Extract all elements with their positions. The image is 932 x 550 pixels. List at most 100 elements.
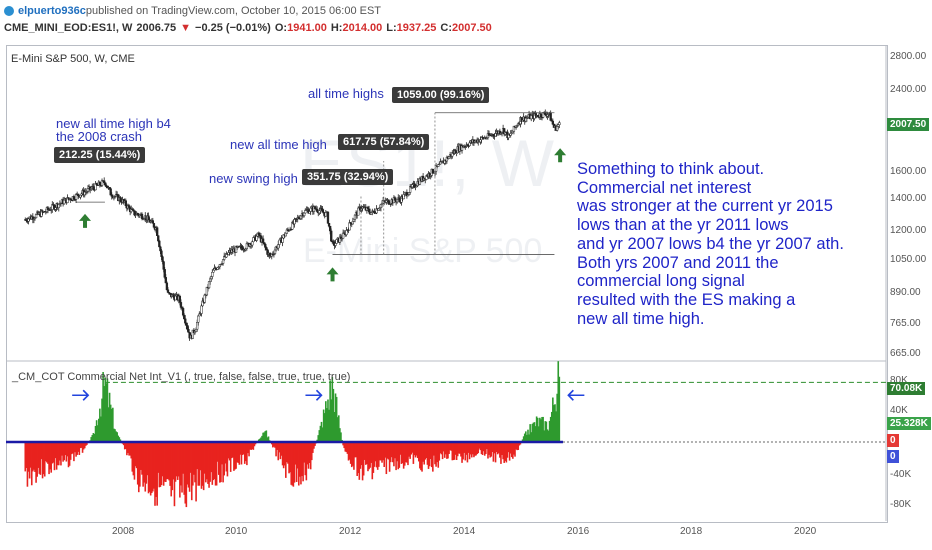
histogram-bar-negative bbox=[466, 442, 469, 463]
histogram-bar-negative bbox=[367, 442, 369, 472]
histogram-bar-negative bbox=[382, 442, 384, 461]
candle-down bbox=[164, 277, 167, 284]
histogram-bar-negative bbox=[345, 442, 348, 453]
histogram-bar-negative bbox=[510, 442, 513, 458]
candle-up bbox=[54, 207, 57, 210]
candle-up bbox=[303, 212, 306, 216]
histogram-bar-positive bbox=[317, 435, 320, 442]
note-line: commercial long signal bbox=[577, 272, 745, 291]
histogram-bar-negative bbox=[353, 442, 355, 470]
histogram-bar-negative bbox=[451, 442, 454, 461]
histogram-bar-negative bbox=[434, 442, 436, 465]
candle-down bbox=[179, 302, 183, 308]
candle-up bbox=[216, 267, 219, 270]
histogram-bar-negative bbox=[238, 442, 241, 465]
histogram-bar-positive bbox=[549, 416, 552, 442]
histogram-bar-negative bbox=[469, 442, 472, 455]
histogram-bar-positive bbox=[546, 429, 549, 442]
histogram-bar-negative bbox=[299, 442, 301, 477]
candle-up bbox=[494, 133, 497, 137]
candle-up bbox=[479, 139, 482, 143]
candle-down bbox=[151, 220, 154, 224]
candle-up bbox=[207, 281, 211, 289]
low-label: L: bbox=[386, 22, 397, 34]
histogram-bar-negative bbox=[437, 442, 440, 468]
histogram-bar-negative bbox=[200, 442, 203, 489]
histogram-bar-negative bbox=[377, 442, 380, 467]
histogram-bar-negative bbox=[448, 442, 450, 454]
symbol-label[interactable]: CME_MINI_EOD:ES1!, W bbox=[4, 22, 133, 34]
histogram-bar-negative bbox=[37, 442, 40, 468]
histogram-bar-negative bbox=[446, 442, 448, 459]
histogram-bar-negative bbox=[215, 442, 218, 486]
histogram-bar-negative bbox=[487, 442, 489, 459]
histogram-bar-negative bbox=[488, 442, 490, 455]
histogram-bar-negative bbox=[398, 442, 401, 468]
histogram-bar-negative bbox=[125, 442, 127, 450]
histogram-bar-negative bbox=[306, 442, 309, 465]
high-label: H: bbox=[330, 22, 343, 34]
histogram-bar-negative bbox=[363, 442, 366, 460]
histogram-bar-negative bbox=[144, 442, 147, 492]
indicator-badge-top: 70.08K bbox=[887, 382, 926, 395]
histogram-bar-negative bbox=[384, 442, 387, 458]
candle-up bbox=[174, 295, 177, 301]
candle-up bbox=[318, 210, 321, 214]
histogram-bar-positive bbox=[328, 409, 330, 442]
candle-down bbox=[156, 227, 159, 236]
histogram-bar-negative bbox=[518, 442, 521, 446]
histogram-bar-negative bbox=[473, 442, 475, 458]
histogram-bar-negative bbox=[371, 442, 374, 480]
candle-up bbox=[273, 249, 277, 254]
histogram-bar-negative bbox=[64, 442, 67, 456]
histogram-bar-negative bbox=[250, 442, 253, 450]
histogram-bar-positive bbox=[535, 416, 538, 442]
histogram-bar-negative bbox=[344, 442, 347, 452]
histogram-bar-negative bbox=[453, 442, 456, 460]
histogram-bar-negative bbox=[290, 442, 293, 485]
candle-up bbox=[34, 214, 38, 219]
candle-up bbox=[357, 207, 360, 216]
histogram-bar-negative bbox=[427, 442, 430, 469]
histogram-bar-negative bbox=[313, 442, 315, 449]
candle-up bbox=[27, 218, 30, 222]
histogram-bar-positive bbox=[534, 426, 537, 442]
histogram-bar-positive bbox=[94, 425, 97, 442]
histogram-bar-negative bbox=[291, 442, 294, 486]
histogram-bar-negative bbox=[160, 442, 163, 486]
histogram-bar-negative bbox=[72, 442, 74, 454]
histogram-bar-negative bbox=[504, 442, 507, 461]
histogram-bar-negative bbox=[24, 442, 27, 472]
commentary-note: Something to think about. Commercial net… bbox=[577, 160, 844, 328]
candle-up bbox=[308, 211, 311, 214]
histogram-bar-negative bbox=[439, 442, 442, 454]
histogram-bar-negative bbox=[223, 442, 225, 476]
histogram-bar-positive bbox=[329, 380, 331, 442]
candle-up bbox=[345, 230, 348, 236]
histogram-bar-negative bbox=[472, 442, 474, 455]
candle-down bbox=[133, 210, 136, 216]
histogram-bar-negative bbox=[459, 442, 461, 454]
histogram-bar-negative bbox=[310, 442, 313, 461]
histogram-bar-negative bbox=[175, 442, 178, 477]
histogram-bar-negative bbox=[474, 442, 476, 456]
histogram-bar-negative bbox=[463, 442, 465, 453]
annotation-new-ath: new all time high bbox=[230, 137, 327, 152]
histogram-bar-negative bbox=[428, 442, 431, 467]
histogram-bar-positive bbox=[339, 428, 341, 442]
histogram-bar-negative bbox=[370, 442, 373, 463]
histogram-bar-negative bbox=[247, 442, 249, 454]
histogram-bar-negative bbox=[380, 442, 382, 461]
candle-down bbox=[165, 282, 169, 291]
histogram-bar-negative bbox=[429, 442, 432, 460]
histogram-bar-negative bbox=[183, 442, 185, 495]
histogram-bar-negative bbox=[162, 442, 165, 486]
candle-down bbox=[330, 230, 333, 242]
histogram-bar-negative bbox=[193, 442, 195, 475]
histogram-bar-negative bbox=[312, 442, 314, 453]
histogram-bar-positive bbox=[263, 432, 265, 442]
author-link[interactable]: elpuerto936c bbox=[18, 5, 86, 17]
histogram-bar-negative bbox=[30, 442, 33, 486]
histogram-bar-positive bbox=[556, 393, 558, 442]
